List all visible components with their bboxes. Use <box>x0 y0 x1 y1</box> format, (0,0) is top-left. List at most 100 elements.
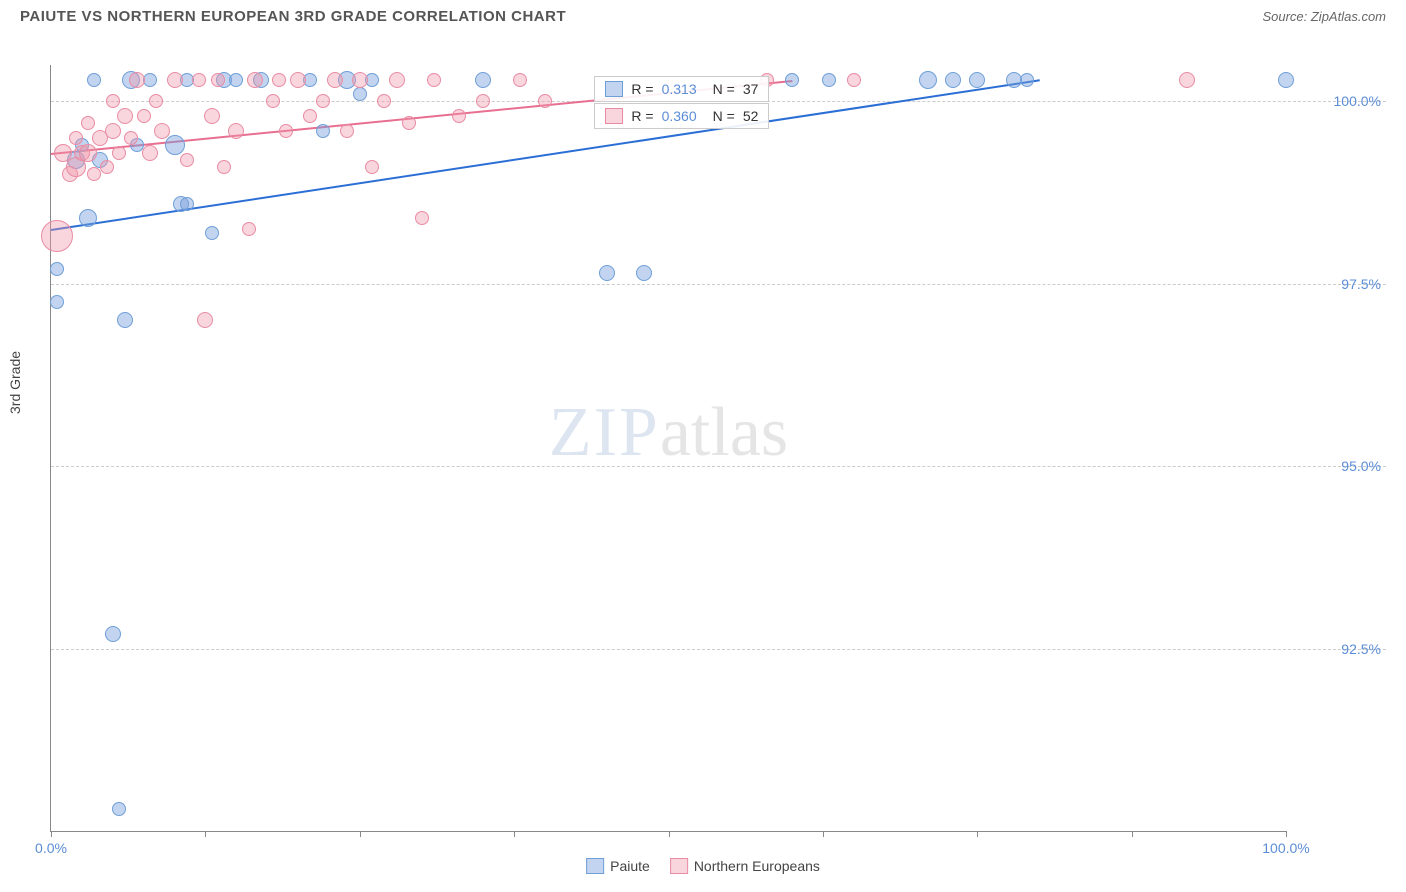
data-point-pink <box>327 72 343 88</box>
data-point-blue <box>50 262 64 276</box>
stat-box-pink: R = 0.360 N = 52 <box>594 103 769 129</box>
data-point-pink <box>303 109 317 123</box>
legend-label: Paiute <box>610 858 650 874</box>
source-attribution: Source: ZipAtlas.com <box>1262 9 1386 24</box>
legend-label: Northern Europeans <box>694 858 820 874</box>
data-point-pink <box>69 131 83 145</box>
x-tick <box>514 831 515 837</box>
legend-swatch <box>586 858 604 874</box>
watermark-part2: atlas <box>660 394 788 471</box>
y-tick-label: 95.0% <box>1291 458 1381 474</box>
data-point-blue <box>822 73 836 87</box>
data-point-pink <box>211 73 225 87</box>
x-tick <box>360 831 361 837</box>
data-point-blue <box>1278 72 1294 88</box>
data-point-pink <box>129 72 145 88</box>
data-point-pink <box>142 145 158 161</box>
data-point-pink <box>197 312 213 328</box>
plot-area: ZIPatlas 92.5%95.0%97.5%100.0%0.0%100.0%… <box>50 65 1286 832</box>
data-point-pink <box>228 123 244 139</box>
data-point-blue <box>919 71 937 89</box>
data-point-pink <box>415 211 429 225</box>
data-point-pink <box>847 73 861 87</box>
stat-swatch <box>605 81 623 97</box>
data-point-blue <box>205 226 219 240</box>
data-point-pink <box>427 73 441 87</box>
r-label: R = <box>631 81 653 97</box>
data-point-blue <box>79 209 97 227</box>
data-point-pink <box>513 73 527 87</box>
y-axis-label: 3rd Grade <box>7 351 23 414</box>
n-value: 52 <box>743 108 759 124</box>
data-point-pink <box>266 94 280 108</box>
data-point-blue <box>112 802 126 816</box>
data-point-blue <box>785 73 799 87</box>
data-point-pink <box>124 131 138 145</box>
data-point-pink <box>389 72 405 88</box>
data-point-pink <box>79 144 97 162</box>
data-point-pink <box>377 94 391 108</box>
n-label: N = <box>713 108 735 124</box>
legend-swatch <box>670 858 688 874</box>
data-point-pink <box>340 124 354 138</box>
data-point-pink <box>290 72 306 88</box>
data-point-blue <box>475 72 491 88</box>
x-tick <box>1286 831 1287 837</box>
data-point-blue <box>636 265 652 281</box>
x-tick-label: 0.0% <box>35 840 67 856</box>
data-point-pink <box>242 222 256 236</box>
x-tick <box>823 831 824 837</box>
legend-item-blue: Paiute <box>586 858 650 874</box>
x-tick-label: 100.0% <box>1262 840 1309 856</box>
data-point-pink <box>217 160 231 174</box>
n-value: 37 <box>743 81 759 97</box>
data-point-pink <box>402 116 416 130</box>
x-tick <box>51 831 52 837</box>
data-point-pink <box>365 160 379 174</box>
data-point-blue <box>117 312 133 328</box>
data-point-blue <box>945 72 961 88</box>
watermark-part1: ZIP <box>549 394 660 471</box>
data-point-blue <box>50 295 64 309</box>
x-tick <box>977 831 978 837</box>
data-point-blue <box>599 265 615 281</box>
data-point-blue <box>229 73 243 87</box>
stat-box-blue: R =0.313N =37 <box>594 76 769 102</box>
data-point-blue <box>353 87 367 101</box>
data-point-pink <box>41 220 73 252</box>
x-tick <box>205 831 206 837</box>
data-point-pink <box>154 123 170 139</box>
data-point-blue <box>969 72 985 88</box>
data-point-pink <box>112 146 126 160</box>
data-point-pink <box>352 72 368 88</box>
data-point-blue <box>180 197 194 211</box>
y-tick-label: 97.5% <box>1291 276 1381 292</box>
data-point-blue <box>165 135 185 155</box>
gridline <box>51 466 1386 467</box>
data-point-pink <box>247 72 263 88</box>
data-point-blue <box>87 73 101 87</box>
data-point-pink <box>100 160 114 174</box>
data-point-blue <box>1020 73 1034 87</box>
data-point-pink <box>137 109 151 123</box>
data-point-pink <box>105 123 121 139</box>
r-label: R = <box>631 108 653 124</box>
data-point-pink <box>149 94 163 108</box>
data-point-pink <box>538 94 552 108</box>
data-point-pink <box>106 94 120 108</box>
r-value: 0.360 <box>662 108 697 124</box>
data-point-pink <box>180 153 194 167</box>
x-tick <box>1132 831 1133 837</box>
data-point-pink <box>272 73 286 87</box>
r-value: 0.313 <box>662 81 697 97</box>
data-point-pink <box>192 73 206 87</box>
data-point-pink <box>316 94 330 108</box>
gridline <box>51 649 1386 650</box>
chart-title: PAIUTE VS NORTHERN EUROPEAN 3RD GRADE CO… <box>20 8 566 25</box>
data-point-pink <box>1179 72 1195 88</box>
chart-legend: Paiute Northern Europeans <box>586 858 820 874</box>
data-point-pink <box>117 108 133 124</box>
y-tick-label: 100.0% <box>1291 93 1381 109</box>
chart-container: 3rd Grade ZIPatlas 92.5%95.0%97.5%100.0%… <box>50 40 1386 832</box>
data-point-pink <box>452 109 466 123</box>
